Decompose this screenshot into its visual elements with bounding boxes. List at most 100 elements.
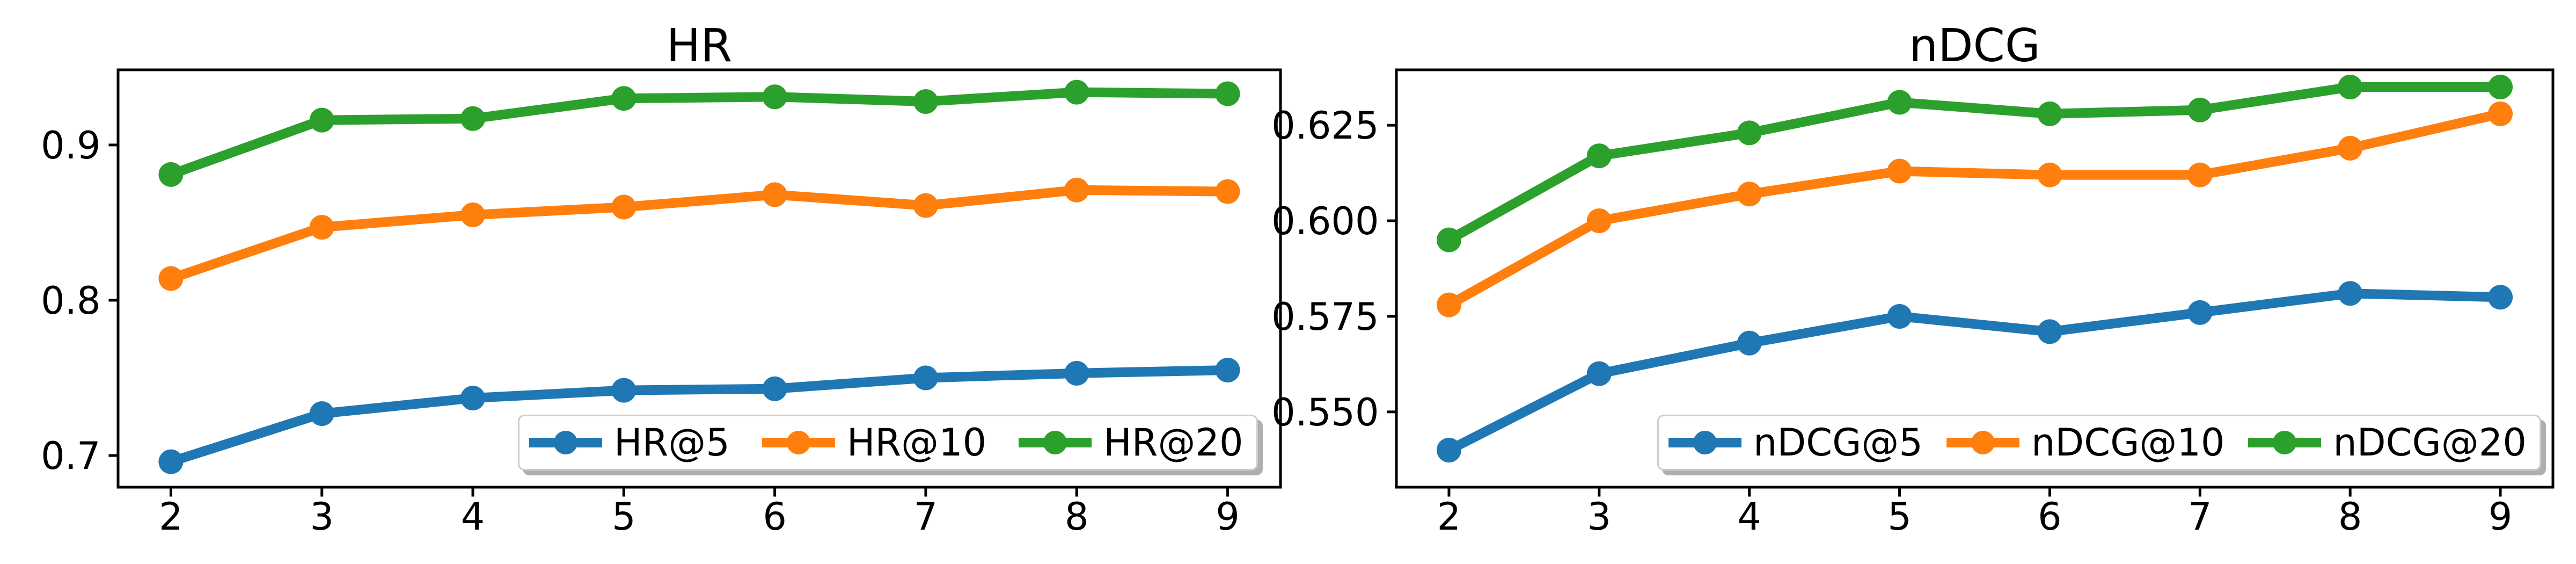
legend-item-HR@10: HR@10 (761, 424, 986, 461)
legend-sample-dot (786, 431, 810, 454)
data-point-HR@20-x2 (158, 162, 184, 187)
data-point-nDCG@10-x5 (1887, 158, 1912, 184)
legend-marker-HR@20 (1019, 431, 1092, 454)
legend-label: nDCG@10 (2031, 421, 2225, 465)
legend-item-HR@20: HR@20 (1018, 424, 1243, 461)
x-tick-label: 2 (1437, 495, 1461, 539)
data-point-nDCG@20-x9 (2488, 75, 2513, 100)
data-point-HR@20-x5 (611, 86, 636, 111)
data-point-nDCG@5-x6 (2037, 319, 2062, 344)
hr-chart-svg: 2 3 4 5 6 7 8 9 0.7 0.8 0.9 HR (41, 19, 1282, 539)
data-point-nDCG@5-x7 (2187, 300, 2213, 325)
data-point-HR@10-x4 (460, 202, 486, 227)
data-point-HR@20-x9 (1215, 81, 1240, 106)
y-tick-label: 0.550 (1271, 391, 1379, 435)
hr-legend: HR@5 HR@10 HR@20 (518, 415, 1258, 471)
x-tick-label: 3 (310, 495, 334, 539)
data-point-HR@10-x7 (913, 193, 938, 218)
legend-sample-dot (1971, 431, 1995, 454)
y-tick-label: 0.625 (1271, 104, 1379, 148)
data-point-HR@5-x7 (913, 365, 938, 391)
data-point-nDCG@20-x8 (2338, 75, 2363, 100)
x-tick-label: 8 (2338, 495, 2362, 539)
data-point-HR@10-x8 (1064, 177, 1089, 203)
legend-marker-nDCG@20 (2248, 431, 2322, 454)
data-point-HR@20-x7 (913, 89, 938, 114)
data-point-nDCG@20-x4 (1737, 120, 1762, 146)
y-tick-label: 0.575 (1271, 295, 1379, 339)
x-tick-label: 7 (2188, 495, 2212, 539)
x-tick-label: 5 (612, 495, 636, 539)
data-point-HR@5-x8 (1064, 360, 1089, 386)
ndcg-chart-svg: 2 3 4 5 6 7 8 9 0.550 0.575 0.600 0.625 nDCG (1271, 19, 2555, 539)
series-line-nDCG@20 (1444, 82, 2506, 245)
series-line-HR@5 (166, 365, 1233, 467)
y-tick-label: 0.8 (41, 279, 100, 323)
data-point-HR@20-x4 (460, 106, 486, 131)
y-tick-label: 0.7 (41, 434, 100, 478)
series-line-HR@10 (166, 185, 1233, 284)
series-line-HR@20 (166, 87, 1233, 179)
data-point-HR@5-x3 (309, 401, 334, 426)
x-tick-label: 6 (2038, 495, 2062, 539)
legend-label: HR@5 (614, 421, 730, 465)
series-line-nDCG@5 (1444, 288, 2506, 455)
data-point-nDCG@20-x2 (1436, 227, 1461, 252)
data-point-nDCG@10-x6 (2037, 162, 2062, 187)
legend-item-HR@5: HR@5 (528, 424, 730, 461)
ndcg-chart: 2 3 4 5 6 7 8 9 0.550 0.575 0.600 0.625 nDCG nDCG@5 n… (1271, 0, 2576, 564)
legend-item-nDCG@10: nDCG@10 (1945, 424, 2224, 461)
x-tick-label: 8 (1065, 495, 1089, 539)
legend-label: HR@10 (846, 421, 987, 465)
x-tick-label: 5 (1887, 495, 1912, 539)
data-point-nDCG@5-x9 (2488, 285, 2513, 310)
legend-item-nDCG@20: nDCG@20 (2247, 424, 2527, 461)
data-point-nDCG@5-x3 (1586, 361, 1612, 386)
y-tick-label: 0.9 (41, 124, 100, 168)
data-point-HR@5-x6 (762, 376, 787, 401)
legend-item-nDCG@5: nDCG@5 (1667, 424, 1923, 461)
data-point-HR@20-x6 (762, 84, 787, 110)
data-point-HR@10-x3 (309, 215, 334, 240)
legend-label: HR@20 (1103, 421, 1243, 465)
data-point-HR@5-x4 (460, 386, 486, 411)
legend-sample-dot (1043, 431, 1067, 454)
data-point-HR@20-x8 (1064, 79, 1089, 105)
legend-marker-HR@5 (529, 431, 602, 454)
data-point-nDCG@5-x4 (1737, 330, 1762, 356)
legend-marker-HR@10 (762, 431, 835, 454)
axes-frame (1395, 68, 2555, 489)
x-tick-label: 3 (1587, 495, 1612, 539)
data-point-nDCG@20-x3 (1586, 143, 1612, 169)
legend-marker-nDCG@5 (1668, 431, 1741, 454)
data-point-HR@5-x5 (611, 378, 636, 403)
legend-sample-dot (554, 431, 577, 454)
hr-chart: 2 3 4 5 6 7 8 9 0.7 0.8 0.9 HR HR@5 HR@10 HR@20 (41, 19, 1282, 539)
legend-sample-dot (1693, 431, 1717, 454)
x-tick-label: 9 (1216, 495, 1240, 539)
x-tick-label: 4 (1737, 495, 1761, 539)
data-point-nDCG@10-x9 (2488, 101, 2513, 126)
data-point-HR@10-x2 (158, 266, 184, 291)
chart-title: HR (667, 19, 733, 73)
data-point-nDCG@10-x7 (2187, 162, 2213, 187)
data-point-nDCG@20-x6 (2037, 101, 2062, 126)
axes-frame (116, 68, 1282, 489)
data-point-nDCG@5-x2 (1436, 437, 1461, 462)
y-tick-label: 0.600 (1271, 199, 1379, 243)
legend-label: nDCG@5 (1753, 421, 1923, 465)
data-point-HR@10-x6 (762, 182, 787, 207)
legend-sample-dot (2273, 431, 2297, 454)
data-point-nDCG@20-x7 (2187, 97, 2213, 122)
data-point-nDCG@10-x3 (1586, 208, 1612, 234)
data-point-nDCG@5-x5 (1887, 303, 1912, 329)
data-point-HR@10-x5 (611, 194, 636, 220)
data-point-nDCG@10-x4 (1737, 182, 1762, 207)
x-tick-label: 9 (2489, 495, 2513, 539)
data-point-HR@10-x9 (1215, 179, 1240, 204)
data-point-nDCG@10-x2 (1436, 292, 1461, 317)
data-point-nDCG@5-x8 (2338, 281, 2363, 306)
legend-marker-nDCG@10 (1946, 431, 2019, 454)
x-tick-label: 4 (461, 495, 485, 539)
